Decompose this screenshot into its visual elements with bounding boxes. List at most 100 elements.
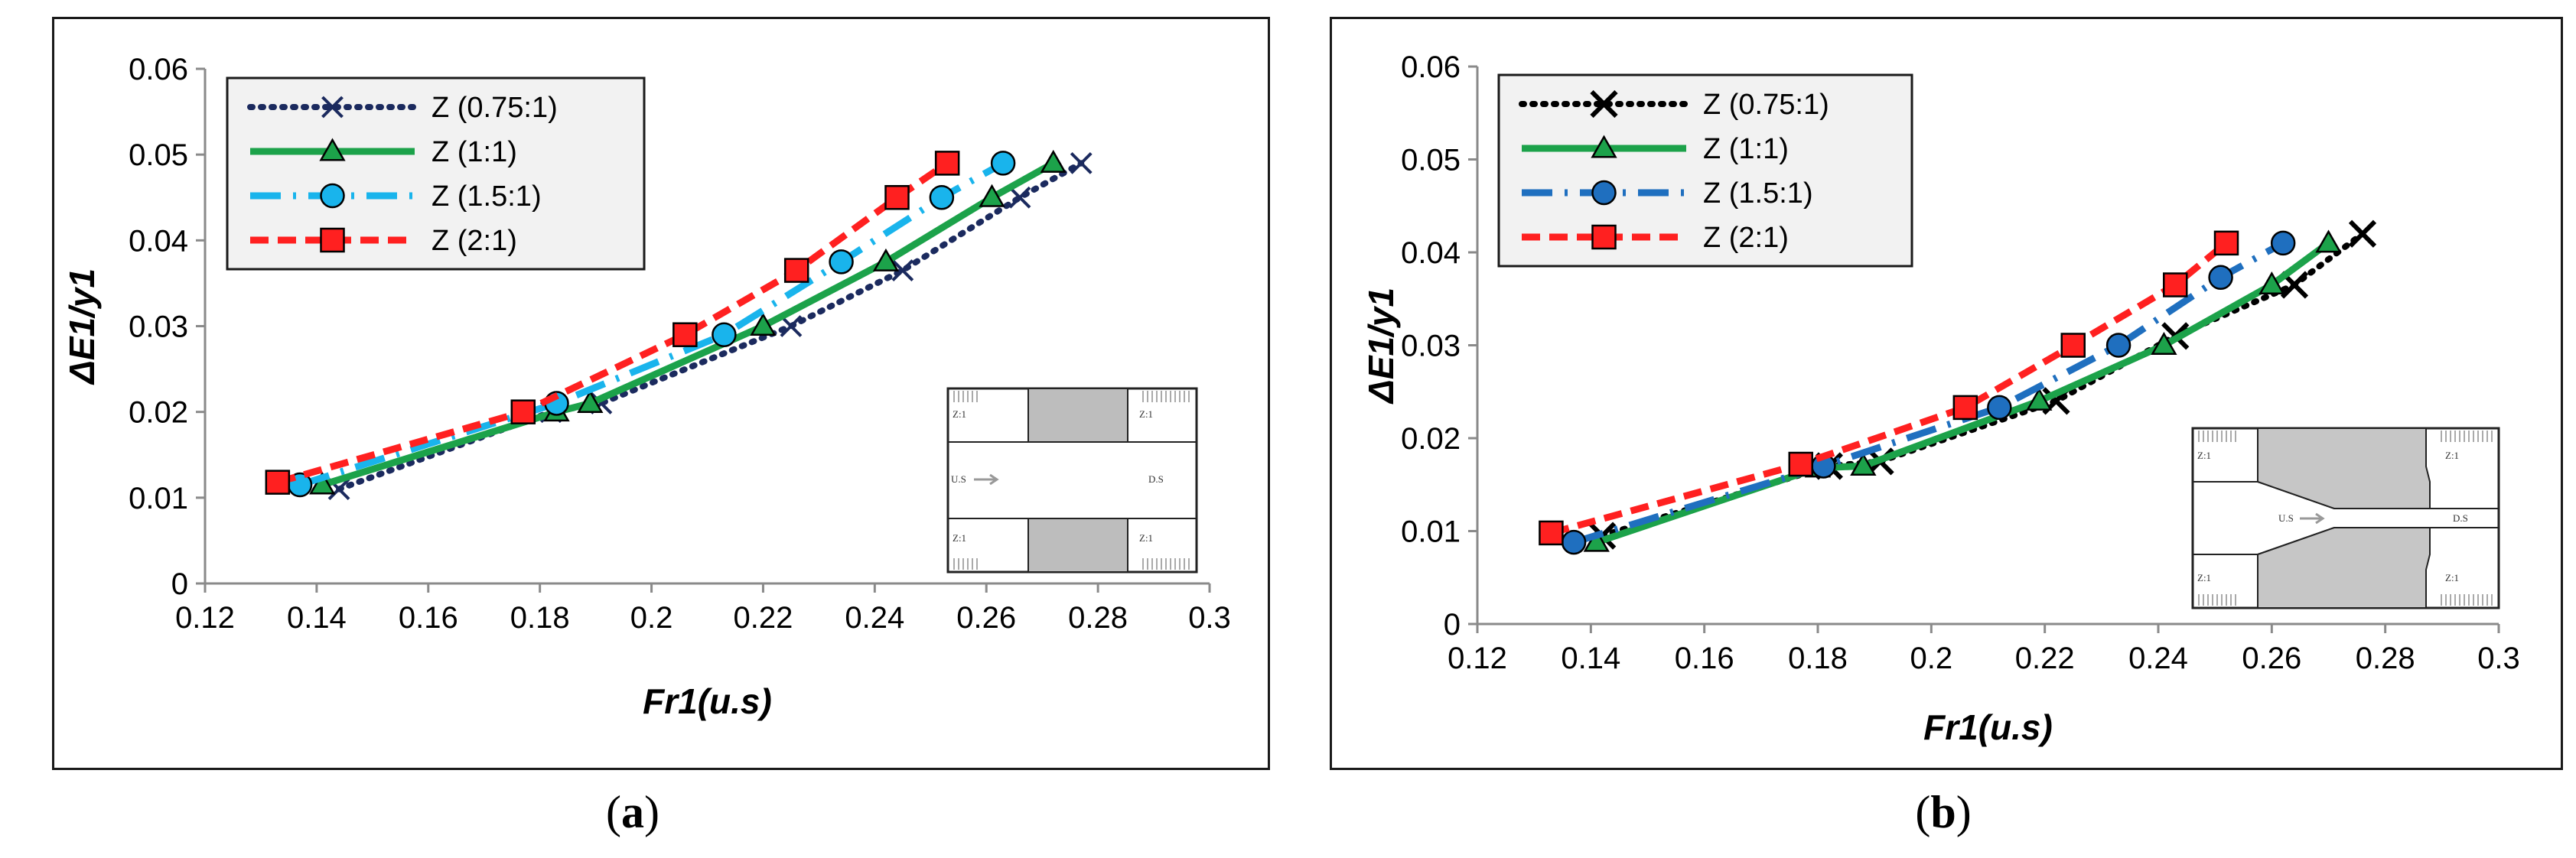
- data-point: [979, 184, 1005, 207]
- data-point: [891, 259, 914, 282]
- x-tick-label: 0.28: [2356, 642, 2415, 675]
- line-chart-b: 0 0.01 0.02 0.03 0.04 0.05 0.06 0.12 0.14 0.16 0.1…: [1361, 50, 2520, 747]
- data-point: [750, 312, 777, 336]
- data-point: [884, 185, 910, 210]
- legend-marker: [320, 227, 345, 253]
- y-tick-label: 0.03: [129, 310, 188, 344]
- data-point: [1008, 186, 1031, 209]
- y-tick-label: 0.03: [1401, 330, 1461, 363]
- legend-box: [226, 76, 646, 271]
- x-tick-label: 0.26: [956, 601, 1016, 635]
- inset-z-label: Z:1: [1139, 408, 1153, 420]
- y-tick-label: 0: [1444, 608, 1461, 642]
- x-tick-label: 0.18: [1788, 642, 1848, 675]
- data-point: [672, 322, 698, 347]
- legend-label: Z (0.75:1): [432, 92, 558, 124]
- data-point: [1539, 520, 1564, 546]
- legend: Z (0.75:1) Z (1:1) Z (1.5:1) Z (2:1): [1497, 73, 1913, 268]
- x-tick-label: 0.16: [399, 601, 458, 635]
- y-tick-label: 0.04: [129, 224, 188, 258]
- y-tick-label: 0.01: [129, 482, 188, 515]
- series-3: [287, 151, 1016, 498]
- inset-z-label: Z:1: [2197, 450, 2211, 461]
- caption-b: (b): [1915, 787, 1972, 837]
- inset-ds-label: D.S: [1148, 473, 1164, 485]
- x-tick-label: 0.2: [1910, 642, 1953, 675]
- x-tick-label: 0.12: [175, 601, 235, 635]
- data-point: [1987, 395, 2012, 421]
- x-tick-label: 0.18: [510, 601, 570, 635]
- data-point: [1788, 451, 1813, 477]
- legend-label: Z (1:1): [1703, 133, 1789, 165]
- x-tick-label: 0.26: [2242, 642, 2301, 675]
- legend-label: Z (0.75:1): [1703, 89, 1829, 121]
- chart-panel-b: 0 0.01 0.02 0.03 0.04 0.05 0.06 0.12 0.14 0.16 0.1…: [1330, 17, 2563, 770]
- x-tick-label: 0.22: [2015, 642, 2075, 675]
- x-tick-label: 0.16: [1675, 642, 1734, 675]
- x-tick-label: 0.12: [1448, 642, 1507, 675]
- y-tick-label: 0.06: [1401, 50, 1461, 84]
- x-tick-label: 0.14: [287, 601, 347, 635]
- inset-diagram: Z:1 Z:1 Z:1 Z:1 U.S D.S: [946, 387, 1198, 574]
- data-point: [2270, 230, 2296, 256]
- data-point: [990, 151, 1016, 176]
- legend-label: Z (2:1): [1703, 222, 1789, 254]
- data-point: [2258, 271, 2285, 295]
- inset-z-label: Z:1: [953, 532, 966, 544]
- data-point: [577, 389, 604, 413]
- legend-label: Z (1.5:1): [1703, 177, 1813, 210]
- inset-diagram: Z:1 Z:1 Z:1 Z:1 U.S D.S: [2191, 427, 2500, 609]
- data-point: [934, 151, 960, 176]
- inset-z-label: Z:1: [1139, 532, 1153, 544]
- y-tick-label: 0.06: [129, 53, 188, 86]
- data-point: [510, 399, 536, 424]
- data-point: [2348, 219, 2377, 248]
- series-line: [1550, 240, 2229, 537]
- data-point: [1850, 452, 1877, 476]
- data-point: [2208, 265, 2233, 291]
- x-tick-label: 0.2: [630, 601, 673, 635]
- data-point: [1070, 151, 1093, 174]
- y-tick-label: 0.02: [129, 396, 188, 430]
- data-point: [1040, 149, 1067, 173]
- data-point: [872, 248, 900, 271]
- y-tick-label: 0.01: [1401, 515, 1461, 549]
- legend: Z (0.75:1) Z (1:1) Z (1.5:1) Z (2:1): [226, 76, 646, 271]
- y-tick-label: 0.05: [129, 138, 188, 172]
- x-axis-title: Fr1(u.s): [643, 681, 772, 721]
- y-tick-label: 0: [171, 567, 188, 601]
- x-axis-title: Fr1(u.s): [1923, 707, 2053, 747]
- data-point: [2060, 333, 2086, 358]
- data-point: [2213, 230, 2239, 256]
- inset-z-label: Z:1: [953, 408, 966, 420]
- caption-a: (a): [606, 787, 659, 837]
- inset-us-label: U.S: [2278, 512, 2294, 524]
- y-tick-label: 0.04: [1401, 236, 1461, 270]
- x-tick-label: 0.24: [845, 601, 904, 635]
- y-axis-title: ΔE1/y1: [62, 268, 102, 385]
- x-tick-label: 0.22: [734, 601, 793, 635]
- inset-z-label: Z:1: [2445, 572, 2459, 583]
- legend-marker: [1590, 89, 1618, 119]
- legend-marker: [1591, 135, 1617, 158]
- data-point: [2026, 387, 2053, 411]
- legend-marker: [320, 183, 345, 209]
- series-4: [265, 151, 960, 495]
- x-tick-label: 0.14: [1561, 642, 1620, 675]
- chart-panel-a: 0 0.01 0.02 0.03 0.04 0.05 0.06 0.12 0.14 0.16 0.1…: [52, 17, 1270, 770]
- legend-marker: [1591, 180, 1617, 206]
- data-point: [309, 471, 336, 495]
- legend-marker: [319, 138, 346, 161]
- inset-us-label: U.S: [951, 473, 966, 485]
- legend-marker: [1591, 224, 1617, 250]
- inset-z-label: Z:1: [2445, 450, 2459, 461]
- data-point: [712, 322, 737, 347]
- x-tick-label: 0.3: [2477, 642, 2520, 675]
- legend-marker: [321, 96, 344, 119]
- line-chart-a: 0 0.01 0.02 0.03 0.04 0.05 0.06 0.12 0.14 0.16 0.1…: [62, 53, 1231, 721]
- data-point: [1561, 529, 1587, 555]
- data-point: [783, 258, 809, 283]
- data-point: [2151, 331, 2177, 355]
- data-point: [780, 315, 803, 337]
- data-point: [929, 185, 955, 210]
